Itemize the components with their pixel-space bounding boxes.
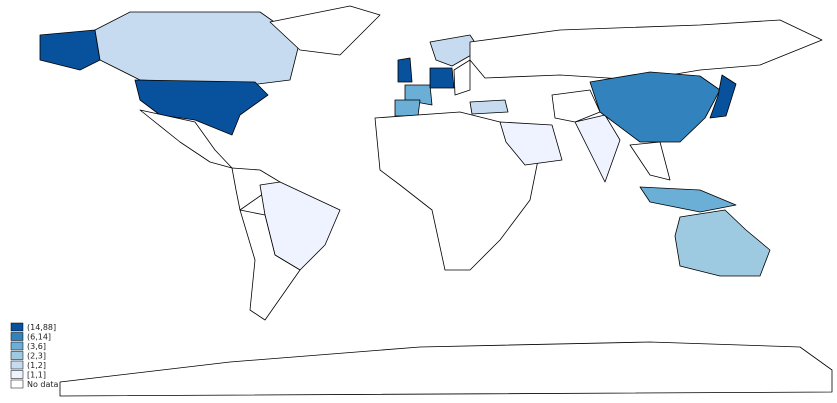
country [574, 114, 621, 183]
legend-swatch [10, 341, 24, 351]
legend-label: (6,14] [27, 333, 51, 342]
country [269, 5, 381, 56]
legend-label: (1,2] [27, 361, 46, 370]
country [629, 141, 671, 181]
country [39, 29, 101, 71]
country [589, 71, 721, 143]
legend-swatch [10, 332, 24, 341]
legend-swatch [10, 370, 24, 379]
country [551, 89, 601, 123]
country [674, 209, 771, 277]
legend-swatch [10, 379, 24, 389]
country [453, 59, 471, 96]
country [59, 341, 833, 397]
legend-swatch [10, 360, 24, 370]
country [374, 111, 541, 271]
country [231, 167, 281, 211]
country [639, 186, 737, 213]
legend-label: No data [27, 380, 59, 389]
countries [39, 5, 833, 397]
legend-swatch [10, 351, 24, 360]
country [499, 121, 563, 166]
country [94, 11, 301, 86]
legend-label: [1,1] [27, 371, 46, 380]
country [469, 19, 823, 81]
country [394, 99, 421, 117]
legend: (14,88](6,14](3,6](2,3](1,2][1,1]No data [10, 322, 59, 389]
country [134, 79, 269, 136]
legend-swatch [10, 322, 24, 332]
country [429, 34, 481, 67]
legend-label: (2,3] [27, 352, 46, 361]
country [469, 99, 509, 115]
country [239, 209, 301, 321]
legend-label: (3,6] [27, 342, 46, 351]
legend-label: (14,88] [27, 323, 56, 332]
country [709, 74, 737, 119]
country [397, 57, 413, 83]
country [429, 67, 455, 89]
